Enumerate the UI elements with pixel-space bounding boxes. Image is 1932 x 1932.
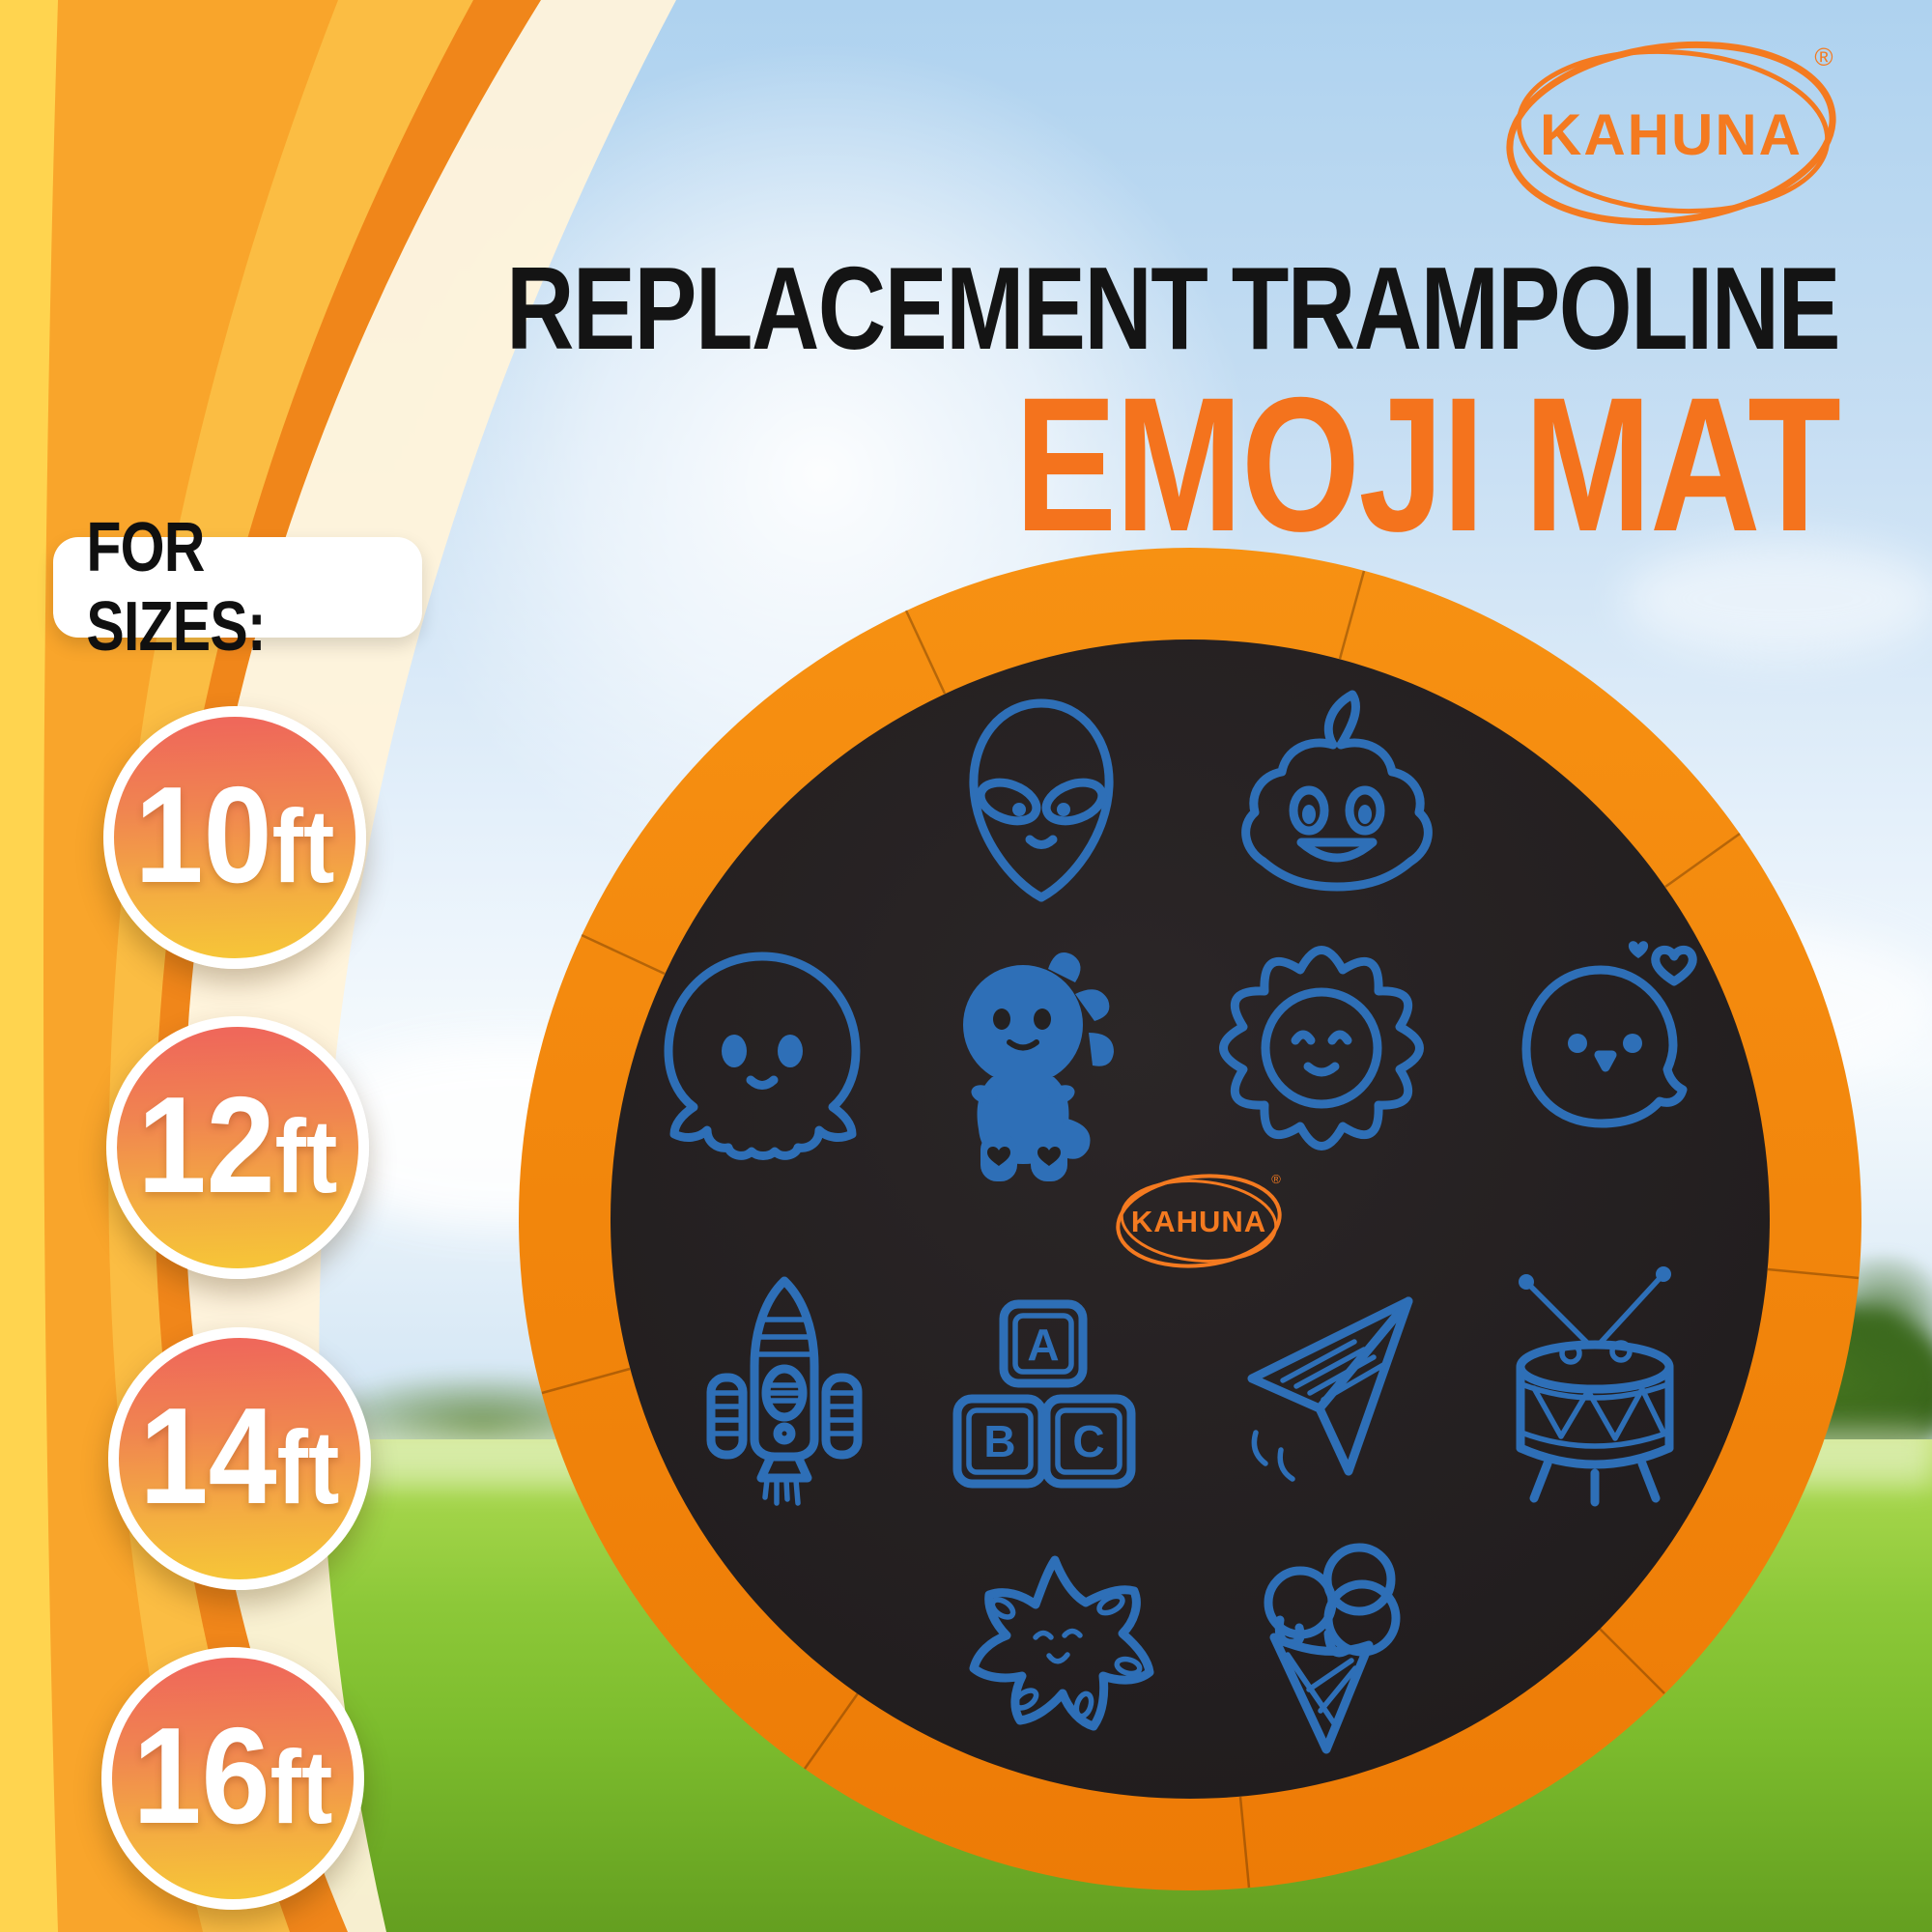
- trampoline-product: KAHUNA ® A: [519, 548, 1861, 1890]
- block-letter-c: C: [1072, 1416, 1104, 1466]
- ice-cream-emoji-icon: [1264, 1543, 1401, 1754]
- size-badge-12ft: 12 ft: [106, 1016, 369, 1279]
- for-sizes-label: FOR SIZES:: [53, 509, 422, 666]
- paper-plane-emoji-icon: [1247, 1296, 1413, 1482]
- swoosh-band-yellow: [0, 0, 58, 1932]
- size-value: 10: [134, 758, 272, 912]
- pad-seam-lines: [541, 570, 1860, 1889]
- chick-hearts-emoji-icon: [1521, 941, 1697, 1128]
- kahuna-logo-text: KAHUNA: [1540, 102, 1803, 167]
- trampoline-mat-surface: [611, 639, 1770, 1799]
- poop-emoji-icon: [1241, 690, 1433, 892]
- size-badge-10ft: 10 ft: [103, 706, 366, 969]
- octopus-emoji-icon: [664, 952, 861, 1160]
- title-line-1: REPLACEMENT TRAMPOLINE: [506, 242, 1841, 374]
- title-line-2: EMOJI MAT: [1014, 357, 1840, 571]
- registered-mark: ®: [1814, 43, 1833, 71]
- size-badge-14ft: 14 ft: [108, 1327, 371, 1590]
- starfish-emoji-icon: [969, 1555, 1154, 1731]
- swoosh-band-amber: [0, 0, 338, 1932]
- drum-emoji-icon: [1516, 1266, 1674, 1507]
- size-value: 14: [139, 1379, 277, 1533]
- kahuna-logo: KAHUNA ®: [1506, 41, 1836, 226]
- mat-center-kahuna-logo: KAHUNA ®: [1116, 1172, 1282, 1268]
- mat-logo-text: KAHUNA: [1131, 1205, 1266, 1238]
- size-value: 16: [132, 1699, 270, 1853]
- size-unit: ft: [276, 1408, 340, 1525]
- sun-emoji-icon: [1219, 946, 1424, 1151]
- size-value: 12: [137, 1068, 275, 1222]
- abc-blocks-emoji-icon: A B C: [952, 1299, 1136, 1489]
- for-sizes-text: FOR SIZES:: [86, 509, 266, 666]
- mat-logo-registered-mark: ®: [1271, 1172, 1281, 1186]
- block-letter-b: B: [983, 1416, 1015, 1466]
- alien-emoji-icon: [969, 698, 1114, 902]
- block-letter-a: A: [1027, 1320, 1059, 1370]
- cloud: [1623, 541, 1932, 657]
- size-unit: ft: [270, 1728, 333, 1845]
- size-unit: ft: [274, 1097, 338, 1214]
- size-unit: ft: [271, 787, 335, 904]
- product-title: REPLACEMENT TRAMPOLINE EMOJI MAT: [173, 242, 1841, 571]
- rocket-emoji-icon: [706, 1276, 863, 1506]
- size-badge-16ft: 16 ft: [101, 1647, 364, 1910]
- dinosaur-emoji-icon: [963, 952, 1114, 1181]
